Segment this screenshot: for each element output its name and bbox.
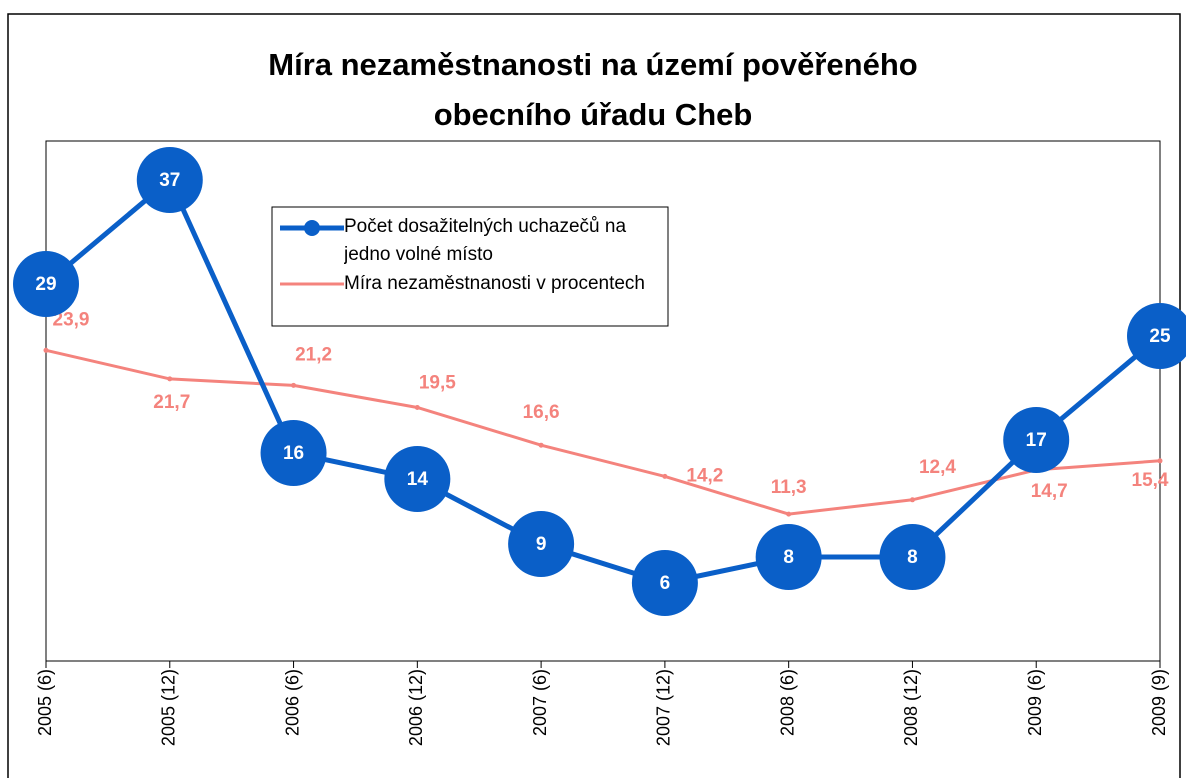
- point: [260, 420, 327, 486]
- point: [43, 347, 49, 353]
- data-label: 21,2: [295, 344, 332, 365]
- x-tick-label: 2007 (6): [530, 669, 550, 736]
- data-label: 16: [283, 443, 304, 464]
- data-label: 14: [407, 469, 429, 490]
- legend-entry: Míra nezaměstnanosti v procentech: [344, 273, 645, 294]
- x-tick-label: 2005 (12): [159, 669, 179, 746]
- point: [291, 382, 297, 388]
- x-tick-label: 2007 (12): [654, 669, 674, 746]
- point: [13, 251, 79, 317]
- x-tick-label: 2006 (6): [282, 669, 302, 736]
- point: [384, 446, 451, 512]
- series-line: [45, 348, 1161, 516]
- data-label: 19,5: [419, 373, 456, 394]
- x-tick-label: 2006 (12): [406, 669, 426, 746]
- data-label: 8: [783, 547, 794, 568]
- data-label: 25: [1149, 326, 1171, 347]
- plot-area: [45, 140, 1161, 662]
- data-label: 17: [1026, 430, 1047, 451]
- point: [662, 473, 668, 479]
- data-label: 8: [907, 547, 918, 568]
- x-tick-label: 2009 (9): [1149, 669, 1169, 736]
- data-label: 23,9: [53, 309, 90, 330]
- data-label: 11,3: [771, 477, 807, 498]
- data-label: 16,6: [523, 402, 560, 423]
- x-tick-label: 2005 (6): [35, 669, 55, 736]
- legend-entry: Počet dosažitelných uchazečů na jedno vo…: [344, 216, 627, 265]
- point: [508, 511, 575, 577]
- data-label: 29: [35, 274, 56, 295]
- point: [167, 376, 173, 382]
- point: [631, 550, 698, 616]
- x-tick-label: 2008 (12): [901, 669, 921, 746]
- point: [1157, 458, 1163, 464]
- data-label: 37: [159, 170, 180, 191]
- data-label: 15,4: [1132, 470, 1169, 491]
- data-label: 9: [536, 534, 547, 555]
- point: [538, 442, 544, 448]
- data-label: 14,2: [686, 465, 723, 486]
- series-line: [44, 175, 1162, 586]
- point: [786, 511, 792, 517]
- legend-entry-box: Míra nezaměstnanosti v procentech: [344, 273, 645, 294]
- point: [414, 405, 420, 410]
- data-label: 21,7: [153, 392, 190, 413]
- point: [909, 497, 915, 503]
- x-tick-label: 2009 (6): [1025, 669, 1045, 736]
- point: [755, 524, 822, 590]
- legend-entry-box: Počet dosažitelných uchazečů na jedno vo…: [344, 216, 627, 265]
- chart-title: Míra nezaměstnanosti na území pověřeného…: [268, 47, 918, 132]
- data-label: 14,7: [1031, 481, 1068, 502]
- point: [1127, 303, 1186, 369]
- legend-swatch-marker: [304, 220, 320, 236]
- data-label: 12,4: [919, 457, 956, 478]
- title-box: Míra nezaměstnanosti na území pověřeného…: [268, 47, 918, 132]
- data-label: 6: [660, 573, 671, 594]
- point: [879, 524, 946, 590]
- x-tick-label: 2008 (6): [777, 669, 797, 736]
- point: [136, 147, 203, 213]
- point: [1003, 407, 1070, 473]
